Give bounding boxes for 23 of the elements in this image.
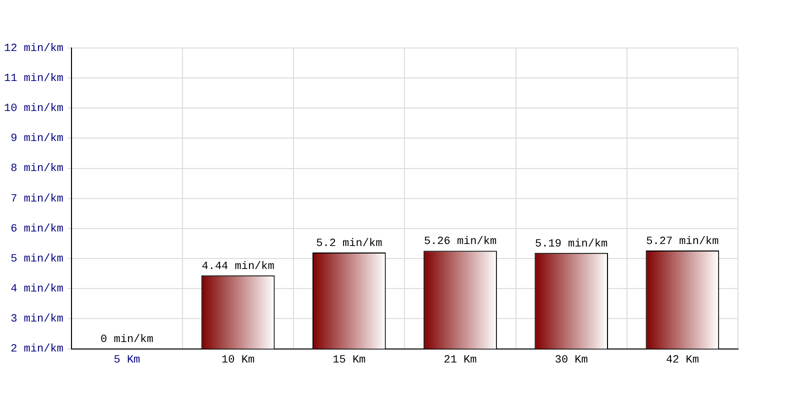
x-tick-label: 5 Km	[114, 354, 141, 366]
x-tick-label: 15 Km	[332, 354, 366, 366]
data-label: 5.2 min/km	[316, 238, 383, 250]
data-label: 5.27 min/km	[646, 236, 720, 248]
y-tick-label: 11 min/km	[4, 72, 64, 85]
y-tick-label: 6 min/km	[10, 223, 64, 236]
y-tick-label: 4 min/km	[10, 284, 64, 296]
x-tick-label: 30 Km	[554, 354, 588, 366]
data-label: 5.26 min/km	[424, 236, 497, 248]
y-tick-label: 3 min/km	[10, 314, 64, 326]
y-tick-label: 8 min/km	[10, 163, 64, 176]
y-tick-label: 7 min/km	[10, 193, 64, 206]
y-tick-label: 5 min/km	[10, 253, 64, 266]
y-tick-label: 2 min/km	[10, 344, 64, 356]
y-tick-label: 9 min/km	[10, 133, 64, 146]
data-label: 4.44 min/km	[202, 260, 275, 273]
text: 0 min/km	[100, 334, 154, 346]
x-tick-label: 10 Km	[222, 354, 255, 366]
y-tick-label: 12 min/km	[4, 42, 64, 55]
data-label: 5.19 min/km	[535, 238, 608, 250]
x-tick-label: 42 Km	[666, 354, 700, 366]
x-tick-label: 21 Km	[444, 354, 478, 366]
y-tick-label: 10 min/km	[4, 103, 64, 116]
